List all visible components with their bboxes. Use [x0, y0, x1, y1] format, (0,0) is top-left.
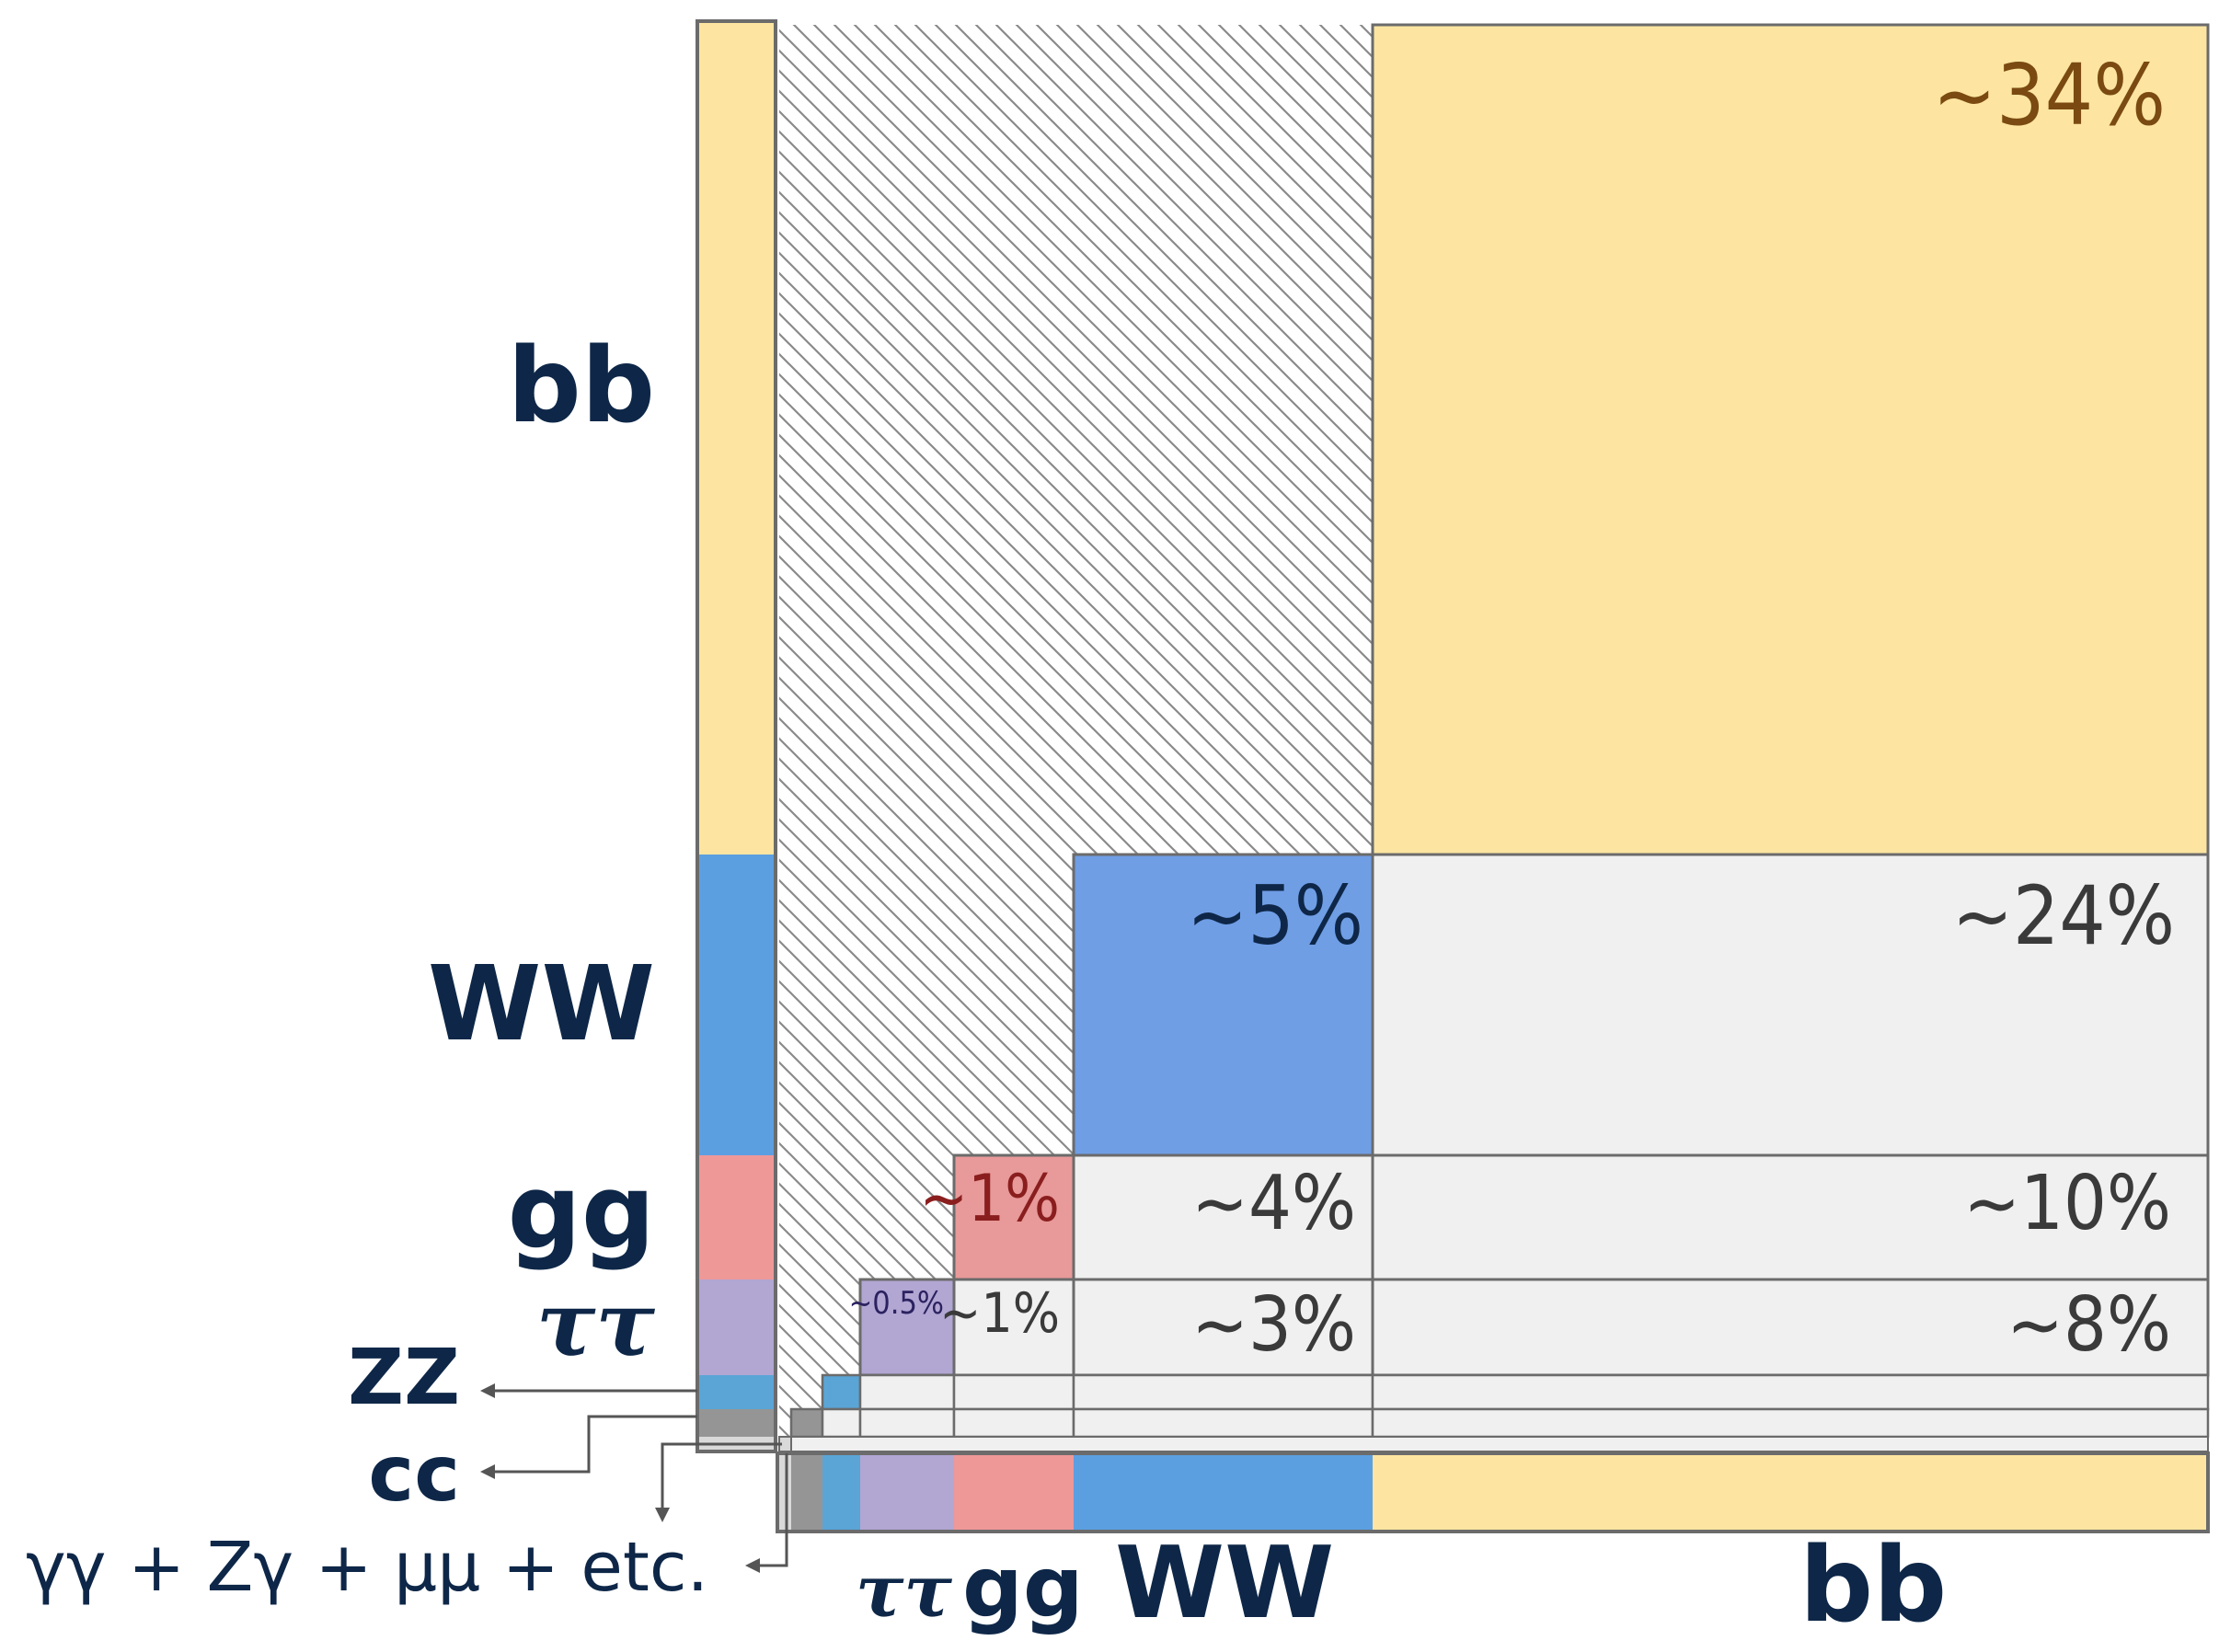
cell-tautau-ww	[1072, 1278, 1374, 1377]
row-label-bb: bb	[507, 327, 655, 446]
pct-tautau-gg: ~1%	[939, 1281, 1060, 1346]
cell-cc-gg	[952, 1407, 1075, 1439]
cell-zz-gg	[952, 1373, 1075, 1411]
row-label-zz: ZZ	[348, 1332, 460, 1422]
bottom-channel-bar	[776, 1451, 2210, 1533]
col-label-gg: gg	[962, 1538, 1084, 1636]
cell-gg-ww	[1072, 1153, 1374, 1281]
cell-zz-zz	[821, 1373, 862, 1411]
cell-cc-zz	[821, 1407, 862, 1439]
col-label-ww: WW	[1115, 1526, 1335, 1641]
cell-cc-bb	[1371, 1407, 2210, 1439]
pct-gg-bb: ~10%	[1963, 1160, 2171, 1247]
pct-gg-ww: ~4%	[1191, 1160, 1356, 1247]
row-label-tautau: ττ	[535, 1272, 655, 1376]
pct-ww-bb: ~24%	[1951, 868, 2175, 963]
cell-ww-bb	[1371, 853, 2210, 1157]
cell-zz-tautau	[858, 1373, 956, 1411]
left-channel-bar	[696, 19, 777, 1453]
cell-cc-cc	[789, 1407, 824, 1439]
pct-ww-ww: ~5%	[1187, 868, 1363, 963]
cell-other-row	[790, 1436, 2209, 1452]
cell-bb-bb	[1371, 23, 2210, 856]
row-label-cc: cc	[368, 1428, 460, 1519]
cell-tautau-tautau	[858, 1278, 956, 1377]
leader-arrows	[480, 1383, 788, 1573]
hatched-region	[779, 25, 1373, 1437]
cell-zz-bb	[1371, 1373, 2210, 1411]
row-label-ww: WW	[427, 945, 655, 1064]
cell-cc-ww	[1072, 1407, 1374, 1439]
row-label-gg: gg	[507, 1153, 655, 1272]
pct-tautau-tautau: ~0.5%	[848, 1285, 944, 1322]
pct-tautau-bb: ~8%	[2006, 1281, 2171, 1369]
col-label-tautau: ττ	[856, 1550, 952, 1634]
pct-bb-bb: ~34%	[1932, 46, 2166, 144]
cell-tautau-bb	[1371, 1278, 2210, 1377]
pct-gg-gg: ~1%	[919, 1161, 1060, 1236]
cell-cc-tautau	[858, 1407, 956, 1439]
cell-tautau-gg	[952, 1278, 1075, 1377]
cell-ww-ww	[1072, 853, 1374, 1157]
cell-zz-ww	[1072, 1373, 1374, 1411]
pct-tautau-ww: ~3%	[1191, 1281, 1356, 1369]
row-label-other: γγ + Zγ + μμ + etc.	[26, 1528, 709, 1607]
col-label-bb: bb	[1799, 1526, 1948, 1646]
